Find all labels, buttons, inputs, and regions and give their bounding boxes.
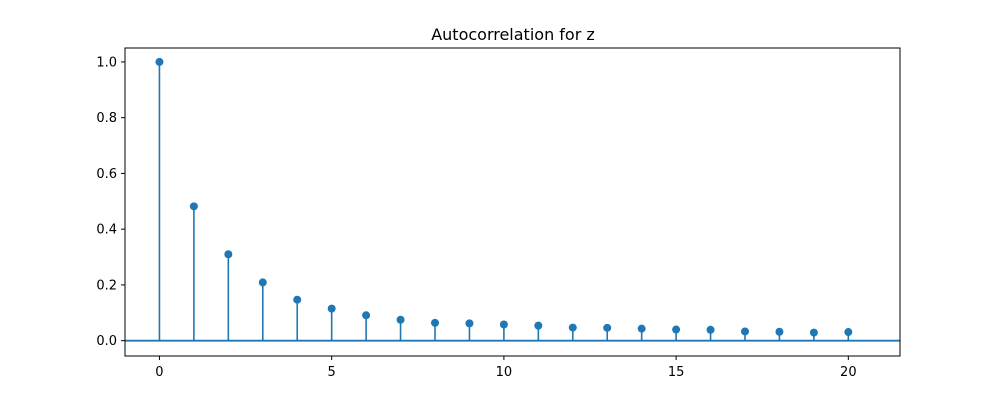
stem-marker (362, 311, 371, 320)
x-tick-label: 20 (840, 365, 857, 380)
stem-marker (155, 57, 164, 66)
y-tick-label: 0.4 (96, 223, 117, 238)
stem-marker (499, 320, 508, 329)
stem-marker (396, 315, 405, 324)
x-tick-label: 5 (328, 365, 336, 380)
axes: 0 5 10 15 20 0.0 0.2 0.4 0.6 0.8 1.0 (96, 55, 856, 380)
stem-marker (568, 323, 577, 332)
stem-marker (293, 295, 302, 304)
chart-title: Autocorrelation for z (431, 25, 595, 44)
stem-marker (258, 278, 267, 287)
stem-marker (809, 328, 818, 337)
stem-marker (603, 323, 612, 332)
stem-marker (189, 202, 198, 211)
stem-marker (224, 250, 233, 259)
stem-marker (534, 321, 543, 330)
plot-area (125, 57, 900, 342)
y-tick-label: 1.0 (96, 55, 117, 70)
stem-marker (775, 327, 784, 336)
plot-frame (124, 47, 901, 357)
stem-marker (637, 324, 646, 333)
x-tick-label: 0 (155, 365, 163, 380)
y-tick-label: 0.8 (96, 111, 117, 126)
stem-marker (706, 325, 715, 334)
x-tick-label: 10 (496, 365, 513, 380)
y-tick-label: 0.6 (96, 167, 117, 182)
stem-marker (672, 325, 681, 334)
x-tick-label: 15 (668, 365, 685, 380)
stem-marker (844, 328, 853, 337)
stem-marker (431, 318, 439, 327)
stem-marker (465, 319, 474, 328)
y-tick-label: 0.0 (96, 334, 117, 349)
stem-marker (327, 304, 336, 313)
y-tick-label: 0.2 (96, 278, 117, 293)
stem-marker (741, 327, 749, 336)
